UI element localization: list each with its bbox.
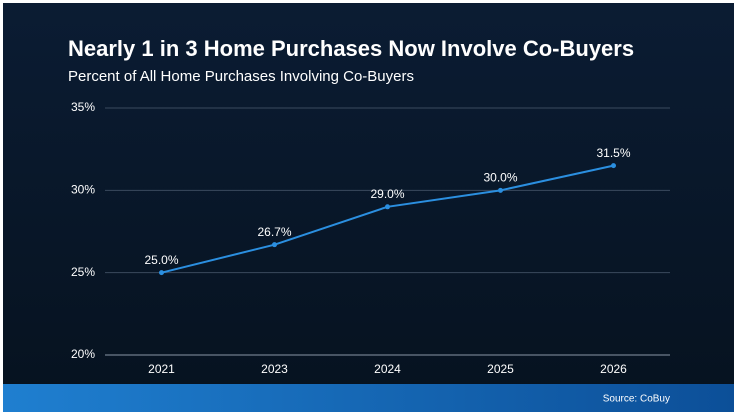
x-tick-label: 2023 [261, 362, 288, 376]
point [159, 270, 164, 276]
y-tick-label: 35% [71, 100, 95, 114]
point [272, 242, 277, 248]
source: Source: CoBuy [603, 394, 670, 405]
value-label: 26.7% [257, 225, 291, 239]
y-tick-label: 30% [71, 183, 95, 197]
x-tick-label: 2026 [600, 362, 627, 376]
value-label: 30.0% [483, 171, 517, 185]
point [498, 187, 503, 193]
x-tick-label: 2025 [487, 362, 514, 376]
y-tick-label: 25% [71, 265, 95, 279]
background [3, 3, 734, 412]
chart-subtitle: Percent of All Home Purchases Involving … [68, 68, 414, 85]
x-tick-label: 2021 [148, 362, 175, 376]
value-label: 31.5% [596, 146, 630, 160]
value-label: 25.0% [144, 253, 178, 267]
chart-title: Nearly 1 in 3 Home Purchases Now Involve… [68, 36, 634, 61]
point [385, 204, 390, 210]
x-tick-label: 2024 [374, 362, 401, 376]
footer-bar [3, 384, 734, 412]
point [611, 163, 616, 169]
value-label: 29.0% [370, 187, 404, 201]
y-tick-label: 20% [71, 347, 95, 361]
